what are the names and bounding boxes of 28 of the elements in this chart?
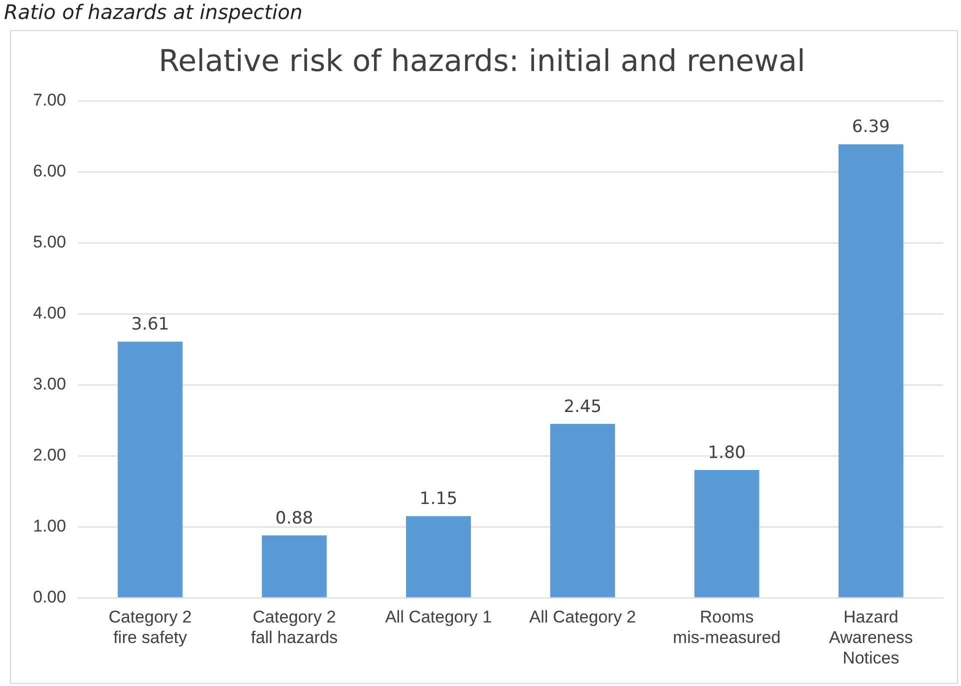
data-label: 1.80 xyxy=(708,442,746,463)
chart-title: Relative risk of hazards: initial and renewal xyxy=(158,44,806,79)
bar xyxy=(838,144,904,598)
bar xyxy=(406,516,471,598)
data-label: 3.61 xyxy=(131,314,170,335)
y-tick-label: 7.00 xyxy=(32,90,66,110)
y-tick-label: 3.00 xyxy=(32,374,66,394)
bar xyxy=(694,470,760,598)
data-label: 2.45 xyxy=(564,396,602,417)
y-tick-label: 1.00 xyxy=(32,516,66,536)
y-tick-label: 5.00 xyxy=(32,232,66,252)
x-tick-label: Category 2 fall hazards xyxy=(250,608,338,648)
y-tick-label: 6.00 xyxy=(32,162,66,181)
x-tick-label: Category 2 fire safety xyxy=(108,608,192,648)
y-tick-label: 0.00 xyxy=(32,587,66,606)
x-tick-label: All Category 2 xyxy=(529,608,636,627)
data-label: 6.39 xyxy=(852,117,890,138)
bar xyxy=(118,342,183,598)
bar xyxy=(262,535,327,598)
bar xyxy=(550,424,616,598)
x-tick-label: All Category 1 xyxy=(385,608,492,627)
x-tick-label: Rooms mis-measured xyxy=(672,608,781,648)
data-label: 1.15 xyxy=(420,489,458,510)
text: Ratio of hazards at inspection xyxy=(4,0,303,24)
x-tick-label: Hazard Awareness Notices xyxy=(829,608,913,668)
y-tick-label: 4.00 xyxy=(32,304,66,323)
data-label: 0.88 xyxy=(275,508,314,528)
y-tick-label: 2.00 xyxy=(32,446,66,465)
